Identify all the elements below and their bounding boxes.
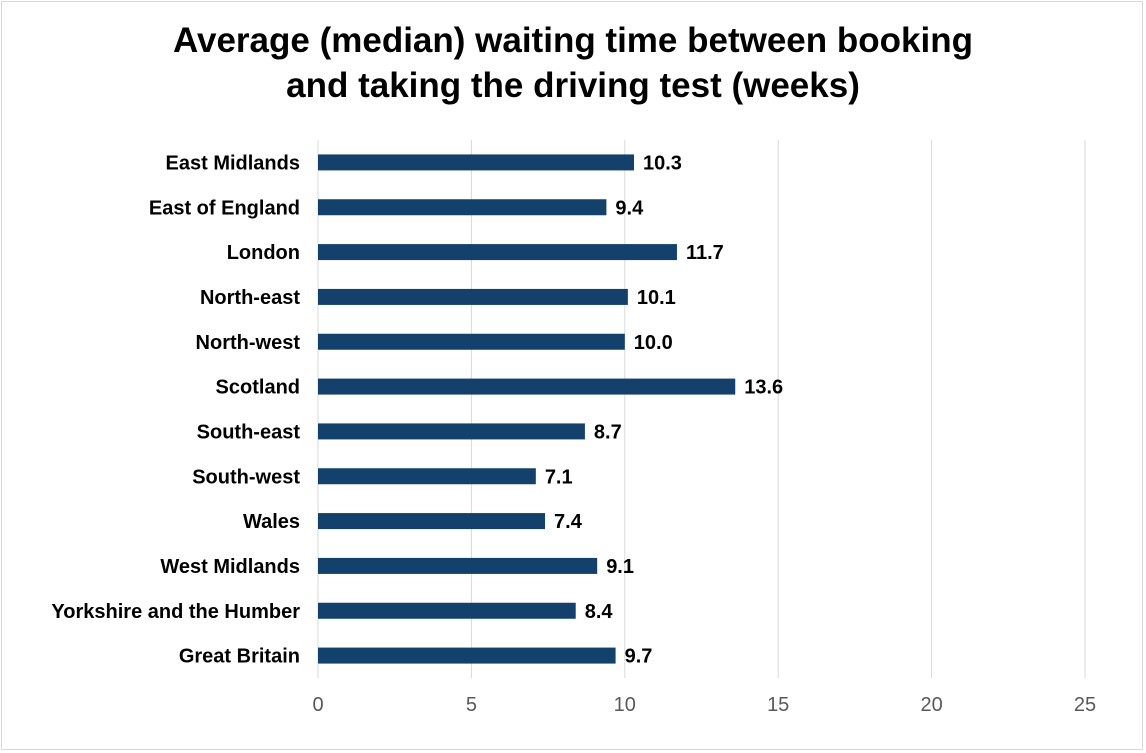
data-label: 7.1	[545, 466, 573, 488]
bar	[318, 468, 536, 485]
data-label: 9.1	[606, 556, 634, 578]
bar	[318, 423, 585, 440]
x-tick-label: 15	[767, 694, 789, 716]
data-label: 8.4	[585, 601, 614, 623]
data-label: 8.7	[594, 421, 622, 443]
x-tick-label: 20	[920, 694, 942, 716]
bar	[318, 378, 736, 395]
data-label: 7.4	[554, 511, 583, 533]
bar	[318, 288, 628, 305]
category-label: East Midlands	[166, 152, 300, 174]
chart-title: Average (median) waiting time between bo…	[2, 18, 1144, 108]
x-tick-label: 10	[614, 694, 636, 716]
category-label: Yorkshire and the Humber	[51, 601, 300, 623]
data-label: 10.1	[637, 287, 676, 309]
bar	[318, 647, 616, 664]
x-tick-label: 25	[1074, 694, 1096, 716]
bar	[318, 557, 598, 574]
data-label: 10.3	[643, 152, 682, 174]
category-label: Wales	[243, 511, 300, 533]
category-label: South-west	[192, 466, 300, 488]
chart-title-line-1: Average (median) waiting time between bo…	[173, 21, 973, 60]
x-tick-label: 0	[312, 694, 323, 716]
bar	[318, 333, 625, 350]
bar	[318, 244, 677, 261]
x-tick-label: 5	[466, 694, 477, 716]
category-label: East of England	[149, 197, 300, 219]
category-label: London	[227, 242, 300, 264]
category-label: Scotland	[216, 377, 300, 399]
category-label: South-east	[197, 421, 301, 443]
category-label: North-west	[196, 332, 301, 354]
data-label: 11.7	[686, 242, 724, 264]
data-label: 10.0	[634, 332, 673, 354]
category-label: North-east	[200, 287, 300, 309]
category-label: Great Britain	[179, 646, 300, 668]
data-label: 13.6	[744, 377, 783, 399]
bar	[318, 602, 576, 619]
data-label: 9.4	[615, 197, 644, 219]
bar	[318, 154, 635, 171]
bar	[318, 513, 546, 530]
bar	[318, 199, 607, 216]
category-label: West Midlands	[160, 556, 300, 578]
chart-title-line-2: and taking the driving test (weeks)	[286, 66, 860, 105]
data-label: 9.7	[625, 646, 653, 668]
